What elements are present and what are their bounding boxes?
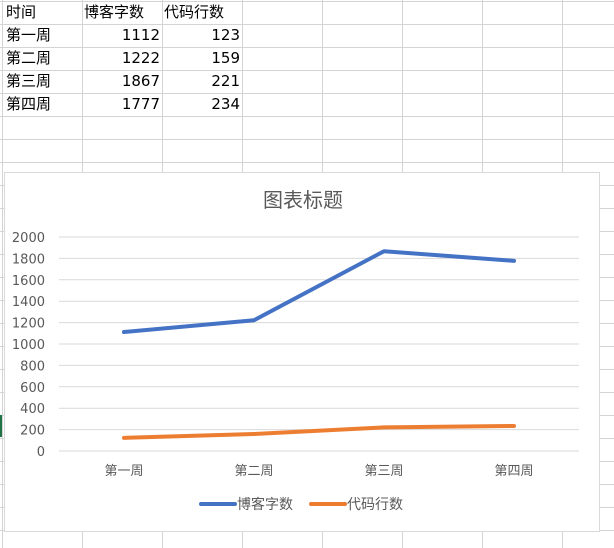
- y-tick-label: 2000: [12, 231, 45, 246]
- table-cell[interactable]: 221: [211, 72, 240, 90]
- chart-title[interactable]: 图表标题: [263, 188, 343, 212]
- x-tick-label: 第一周: [104, 464, 143, 479]
- x-tick-label: 第四周: [494, 464, 533, 479]
- y-tick-label: 400: [20, 402, 45, 417]
- y-tick-label: 200: [20, 424, 45, 439]
- line-chart[interactable]: 图表标题 0 200 400 600 800 1000 1200 1400 1600 1800 20…: [4, 172, 600, 532]
- table-cell[interactable]: 159: [211, 49, 240, 67]
- y-tick-label: 800: [20, 359, 45, 374]
- series-line-1: [122, 423, 516, 440]
- table-cell[interactable]: 1867: [121, 72, 160, 90]
- table-cell[interactable]: 1222: [121, 49, 160, 67]
- y-tick-label: 600: [20, 381, 45, 396]
- header-cell[interactable]: 时间: [6, 3, 37, 21]
- table-cell[interactable]: 第二周: [6, 49, 52, 67]
- x-tick-label: 第二周: [234, 464, 273, 479]
- table-cell[interactable]: 234: [211, 95, 240, 113]
- legend-label: 代码行数: [347, 497, 403, 513]
- legend-label: 博客字数: [237, 496, 293, 513]
- series-line-0: [122, 249, 516, 335]
- table-cell[interactable]: 1777: [121, 95, 160, 113]
- y-tick-label: 1200: [12, 317, 45, 332]
- y-tick-label: 1000: [12, 338, 45, 353]
- table-cell[interactable]: 第四周: [6, 95, 52, 113]
- header-cell[interactable]: 代码行数: [164, 3, 225, 21]
- chart-svg: 图表标题 0 200 400 600 800 1000 1200 1400 1600 1800 20…: [12, 188, 579, 513]
- row-selection-marker: [0, 415, 2, 437]
- table-cell[interactable]: 第一周: [6, 26, 52, 44]
- y-tick-label: 1800: [12, 252, 45, 267]
- y-tick-label: 1400: [12, 295, 45, 310]
- table-cell[interactable]: 123: [211, 26, 240, 44]
- table-cell[interactable]: 第三周: [6, 72, 52, 90]
- y-tick-label: 1600: [12, 274, 45, 289]
- table-cell[interactable]: 1112: [121, 26, 160, 44]
- header-cell[interactable]: 博客字数: [84, 3, 145, 21]
- y-tick-label: 0: [37, 445, 45, 460]
- x-tick-label: 第三周: [364, 464, 403, 479]
